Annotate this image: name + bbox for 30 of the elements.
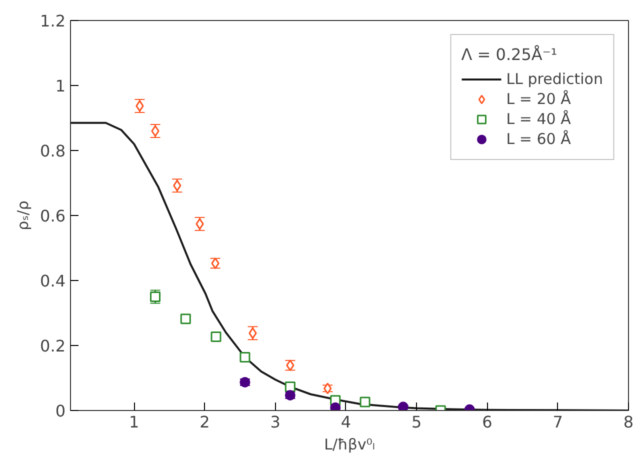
point [330,402,341,410]
point [180,314,191,324]
x-tick-label: 1 [128,412,140,432]
y-tick-label: 0.8 [40,142,66,160]
x-tick-label: 6 [482,412,492,432]
legend-label: L = 60 Å [506,130,571,148]
legend-label: LL prediction [506,70,603,88]
legend-label: L = 40 Å [506,110,571,128]
x-tick-label: 4 [340,412,352,432]
x-tick-label: 3 [270,412,280,432]
x-tick-label: 7 [552,412,563,432]
x-tick-label: 8 [623,412,634,432]
point [284,382,296,392]
point [360,396,370,408]
x-tick-label: 5 [412,412,422,432]
y-tick-label: 0.4 [40,272,66,290]
y-tick-label: 0 [55,402,66,420]
point [210,331,222,342]
point [240,352,250,362]
y-tick-label: 0.6 [40,206,66,226]
y-tick-label: 0.2 [40,336,66,356]
legend-label: L = 20 Å [506,90,571,108]
x-tick-label: 2 [200,412,210,432]
point [324,382,332,394]
x-axis-title: L/ħβv⁰ₗ [324,436,375,454]
y-axis-title: ρₛ/ρ [14,200,32,230]
y-tick-label: 1 [55,76,66,96]
point [398,402,408,410]
y-tick-label: 1.2 [40,12,66,30]
legend-title: Λ = 0.25Å⁻¹ [461,45,558,64]
